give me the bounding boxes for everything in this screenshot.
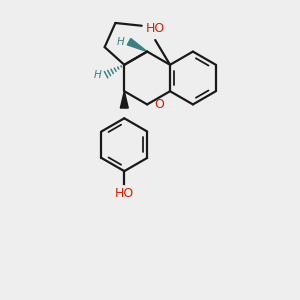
Polygon shape	[127, 38, 147, 52]
Text: O: O	[154, 98, 164, 111]
Text: HO: HO	[146, 22, 165, 35]
Text: H: H	[117, 37, 124, 47]
Text: HO: HO	[115, 187, 134, 200]
Polygon shape	[120, 91, 128, 108]
Text: H: H	[94, 70, 101, 80]
